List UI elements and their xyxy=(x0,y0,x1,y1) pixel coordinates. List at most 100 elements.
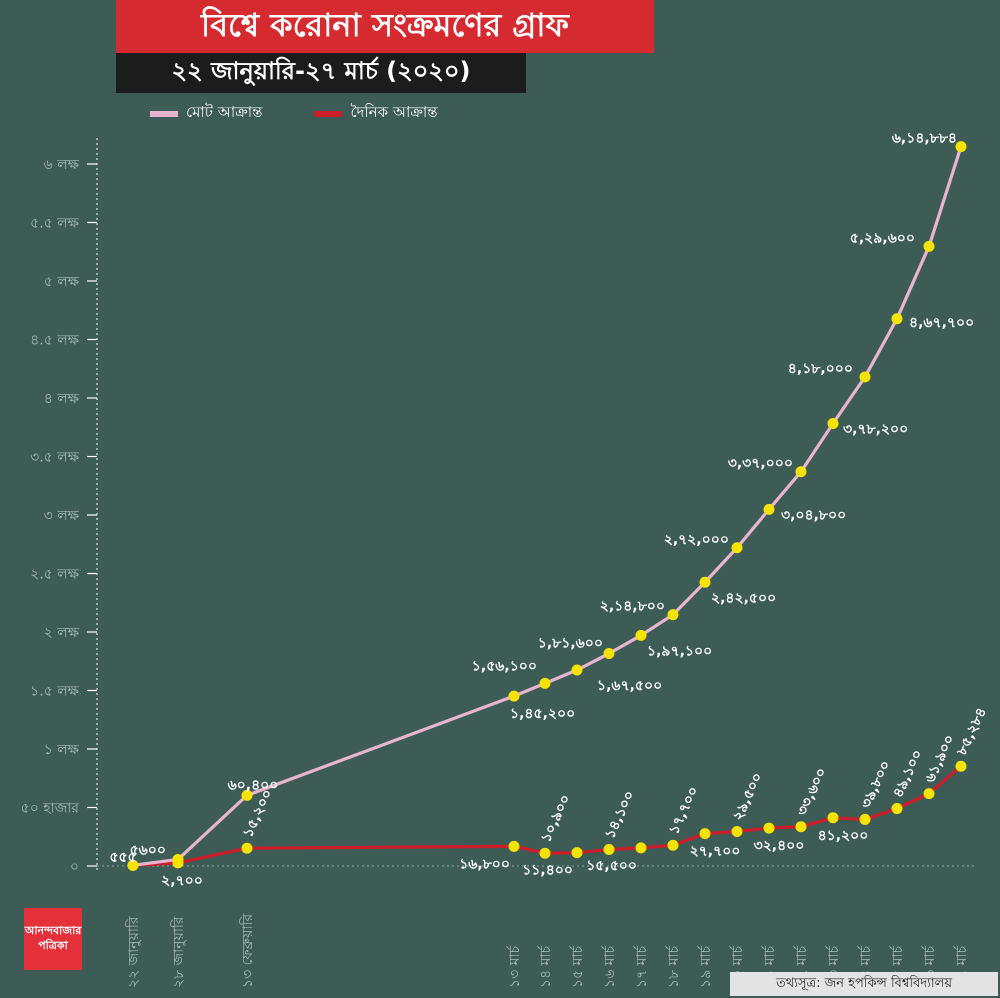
total-series-line xyxy=(132,146,963,867)
y-tick-label: ৩ লক্ষ xyxy=(44,508,80,524)
daily-data-label: ৩৩,৬০০ xyxy=(794,766,830,819)
daily-data-label: ৮৫,২৮৪ xyxy=(954,705,990,759)
daily-series-point xyxy=(241,842,253,854)
total-series-point xyxy=(539,677,551,689)
y-tick-label: ৪.৫ লক্ষ xyxy=(30,333,80,349)
y-tick-label: ৫০ হাজার xyxy=(21,801,80,817)
daily-data-label: ৩২,৪০০ xyxy=(754,838,805,854)
total-series-point xyxy=(731,542,743,554)
legend: মোট আক্রান্ত দৈনিক আক্রান্ত xyxy=(150,101,438,126)
legend-item-total: মোট আক্রান্ত xyxy=(150,101,262,126)
daily-data-label: ১০,৯০০ xyxy=(538,792,574,845)
newspaper-logo: আনন্দবাজার পত্রিকা xyxy=(24,908,82,970)
daily-data-label: ৬১,৯০০ xyxy=(922,732,958,785)
logo-line-1: আনন্দবাজার xyxy=(24,924,82,938)
legend-swatch-daily xyxy=(314,110,343,117)
y-tick-label: ১ লক্ষ xyxy=(44,742,80,758)
total-series-point xyxy=(241,789,253,801)
total-series-point xyxy=(127,859,139,871)
chart-title: বিশ্বে করোনা সংক্রমণের গ্রাফ xyxy=(116,0,654,53)
total-series-point xyxy=(172,853,184,865)
logo-line-2: পত্রিকা xyxy=(38,939,68,952)
x-tick-label: ১৭ মার্চ xyxy=(633,945,650,988)
daily-data-label: ১৭,৭০০ xyxy=(666,784,702,837)
daily-series-line xyxy=(132,765,963,867)
total-data-label: ৩,৭৮,২০০ xyxy=(843,422,908,438)
daily-series-point xyxy=(827,812,839,824)
daily-series-point xyxy=(955,760,967,772)
x-tick-label: ১৯ মার্চ xyxy=(697,945,714,988)
daily-series-point xyxy=(795,821,807,833)
legend-label-daily: দৈনিক আক্রান্ত xyxy=(350,103,438,121)
total-data-label: ১,৮১,৬০০ xyxy=(538,636,603,652)
x-tick-label: ১৪ মার্চ xyxy=(537,945,554,988)
daily-series-point xyxy=(859,813,871,825)
daily-data-label: ২,৭০০ xyxy=(161,873,203,889)
total-data-label: ৫৫৫ xyxy=(109,849,136,865)
total-data-label: ৩,০৪,৮০০ xyxy=(781,507,846,523)
daily-data-label: ২৭,৭০০ xyxy=(690,844,741,860)
total-series-point xyxy=(603,648,615,660)
total-data-label: ২,৪২,৫০০ xyxy=(711,590,776,606)
x-tick-label: ২৮ জানুয়ারি xyxy=(170,916,187,988)
total-series-point xyxy=(635,629,647,641)
legend-swatch-total xyxy=(150,110,178,117)
legend-label-total: মোট আক্রান্ত xyxy=(186,103,263,121)
source-note: তথ্যসূত্র: জন হপকিন্স বিশ্ববিদ্যালয় xyxy=(730,972,998,996)
daily-data-label: ২৯,৫০০ xyxy=(730,770,766,823)
total-data-label: ১,৪৫,২০০ xyxy=(510,706,575,722)
daily-series-point xyxy=(539,847,551,859)
y-tick-label: ৬ লক্ষ xyxy=(44,157,80,173)
total-data-label: ৪,১৮,০০০ xyxy=(788,361,853,377)
x-tick-label: ১৮ মার্চ xyxy=(665,945,682,988)
total-data-label: ৬০,৪০০ xyxy=(228,777,279,793)
y-tick-label: ৫.৫ লক্ষ xyxy=(30,216,80,232)
total-series-point xyxy=(827,418,839,430)
daily-series-point xyxy=(571,847,583,859)
daily-data-label: ১১,৪০০ xyxy=(522,863,573,879)
x-tick-label: ১৫ মার্চ xyxy=(569,945,586,988)
total-data-label: ১,৫৬,১০০ xyxy=(472,658,537,674)
total-series-point xyxy=(891,313,903,325)
daily-data-label: ৩৯,৮০০ xyxy=(858,758,894,811)
daily-data-label: ৪১,২০০ xyxy=(818,828,869,844)
total-data-label: ৬,১৪,৮৮৪ xyxy=(892,131,957,147)
chart-subtitle: ২২ জানুয়ারি-২৭ মার্চ (২০২০) xyxy=(116,53,526,93)
total-series-point xyxy=(859,371,871,383)
total-series-point xyxy=(699,576,711,588)
daily-series-point xyxy=(603,844,615,856)
total-series-point xyxy=(508,690,520,702)
y-tick-label: ২.৫ লক্ষ xyxy=(30,567,80,583)
total-series-point xyxy=(763,503,775,515)
y-tick-label: ১.৫ লক্ষ xyxy=(30,684,80,700)
total-series-point xyxy=(955,141,967,153)
total-series-point xyxy=(571,664,583,676)
daily-series-point xyxy=(923,788,935,800)
total-data-label: ২,৭২,০০০ xyxy=(664,532,729,548)
daily-series-point xyxy=(667,839,679,851)
y-tick-label: ৫ লক্ষ xyxy=(44,274,80,290)
total-data-label: ১,৯৭,১০০ xyxy=(647,643,712,659)
total-series-point xyxy=(667,609,679,621)
daily-series-point xyxy=(891,803,903,815)
daily-data-label: ১৬,৮০০ xyxy=(459,856,510,872)
total-data-label: ১,৬৭,৫০০ xyxy=(597,678,662,694)
total-series-point xyxy=(923,240,935,252)
y-tick-label: ৩.৫ লক্ষ xyxy=(30,450,80,466)
daily-data-label: ৪৯,১০০ xyxy=(890,747,926,800)
daily-series-point xyxy=(508,840,520,852)
total-data-label: ৪,৬৭,৭০০ xyxy=(909,315,974,331)
daily-series-point xyxy=(731,825,743,837)
daily-series-point xyxy=(699,828,711,840)
x-tick-label: ১৬ মার্চ xyxy=(601,945,618,988)
x-tick-label: ১৩ ফেব্রুয়ারি xyxy=(239,914,256,988)
y-tick-label: ২ লক্ষ xyxy=(44,625,80,641)
y-tick-label: ৪ লক্ষ xyxy=(44,391,80,407)
x-tick-label: ১৩ মার্চ xyxy=(506,945,523,988)
legend-item-daily: দৈনিক আক্রান্ত xyxy=(314,101,438,126)
daily-data-label: ১৫,৫০০ xyxy=(586,858,637,874)
daily-series-point xyxy=(763,822,775,834)
x-tick-label: ২২ জানুয়ারি xyxy=(125,916,142,988)
total-data-label: ২,১৪,৮০০ xyxy=(600,599,665,615)
